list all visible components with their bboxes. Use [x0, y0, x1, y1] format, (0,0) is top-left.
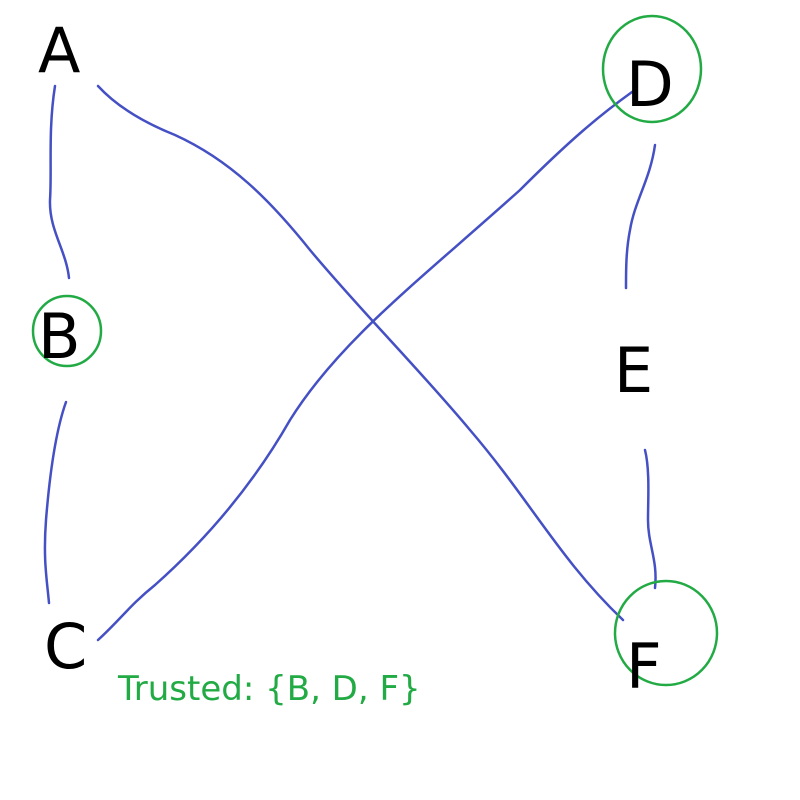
trusted-ring-f [613, 579, 719, 687]
trusted-rings-group [31, 14, 719, 687]
node-label-b: B [38, 300, 81, 373]
edge-b-c [43, 400, 68, 605]
node-label-e: E [614, 334, 653, 407]
edge-a-b [48, 84, 71, 280]
node-label-d: D [626, 48, 674, 121]
edge-e-f [643, 448, 657, 590]
node-label-f: F [626, 630, 662, 703]
edge-d-e [624, 143, 657, 290]
edge-c-d [96, 90, 634, 642]
edges-group [43, 84, 657, 642]
node-labels-group: A B C D E F [38, 14, 674, 703]
node-label-c: C [44, 610, 87, 683]
trusted-caption: Trusted: {B, D, F} [117, 669, 421, 709]
trusted-ring-b [31, 294, 103, 368]
node-label-a: A [38, 14, 80, 87]
edge-a-f [96, 84, 625, 622]
trusted-ring-d [601, 14, 703, 124]
